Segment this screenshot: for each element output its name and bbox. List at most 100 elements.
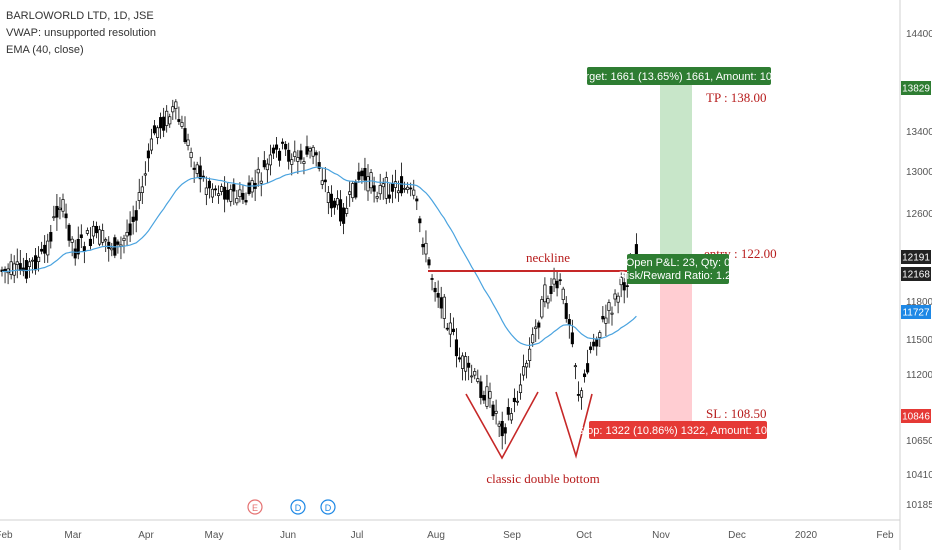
candle-body xyxy=(567,318,571,326)
x-tick-label: Aug xyxy=(427,530,445,541)
candle-body xyxy=(189,152,193,159)
candle-body xyxy=(174,101,178,109)
candle-body xyxy=(406,186,410,190)
candle-body xyxy=(314,152,318,156)
candle-body xyxy=(476,378,480,382)
candle-body xyxy=(146,150,150,159)
pnl-line1: Open P&L: 23, Qty: 0 xyxy=(626,257,731,269)
pnl-box[interactable] xyxy=(627,254,729,284)
candle-body xyxy=(82,246,86,252)
candle-body xyxy=(116,241,120,245)
price-tag xyxy=(901,81,931,95)
candle-body xyxy=(497,423,501,427)
pattern-label: classic double bottom xyxy=(486,471,599,486)
candle-body xyxy=(543,284,547,303)
candle-body xyxy=(576,394,581,396)
candle-body xyxy=(485,386,489,407)
candle-body xyxy=(143,173,147,176)
candle-body xyxy=(149,138,154,151)
candle-body xyxy=(274,144,279,150)
candle-body xyxy=(79,234,83,239)
candle-body xyxy=(247,182,251,194)
candle-body xyxy=(604,317,608,324)
candle-body xyxy=(271,147,276,154)
event-marker-label: E xyxy=(252,503,258,513)
event-marker[interactable] xyxy=(290,499,306,515)
candle-body xyxy=(43,244,47,254)
candle-body xyxy=(320,180,324,185)
symbol-title: BARLOWORLD LTD, 1D, JSE xyxy=(6,10,154,22)
candle-body xyxy=(229,189,233,202)
candle-body xyxy=(58,207,62,210)
candle-body xyxy=(586,363,590,373)
x-tick-label: Apr xyxy=(138,530,154,541)
candle-body xyxy=(281,141,285,144)
candle-body xyxy=(387,194,391,199)
candle-body xyxy=(290,159,294,165)
candle-body xyxy=(479,381,483,398)
candle-body xyxy=(104,239,108,242)
candle-body xyxy=(415,198,419,202)
candle-body xyxy=(323,179,327,183)
candle-body xyxy=(360,170,364,177)
candle-body xyxy=(491,404,495,417)
candle-body xyxy=(488,391,492,399)
candle-body xyxy=(238,189,242,197)
candle-body xyxy=(265,163,269,171)
candle-body xyxy=(91,225,96,237)
candle-body xyxy=(220,186,224,192)
candle-body xyxy=(525,362,529,368)
event-marker[interactable] xyxy=(247,499,263,515)
price-tag xyxy=(901,305,931,319)
candle-body xyxy=(67,224,71,241)
candle-body xyxy=(61,199,65,212)
stop-box[interactable] xyxy=(589,421,767,439)
candle-body xyxy=(613,293,617,300)
candle-body xyxy=(390,183,394,192)
chart-legend: BARLOWORLD LTD, 1D, JSE VWAP: unsupporte… xyxy=(6,8,156,59)
candle-body xyxy=(509,413,513,421)
candle-body xyxy=(259,180,263,184)
event-marker[interactable] xyxy=(320,499,336,515)
candle-body xyxy=(418,218,422,224)
candle-body xyxy=(241,192,245,200)
candle-body xyxy=(345,207,349,214)
x-tick-label: Mar xyxy=(64,530,82,541)
candle-body xyxy=(131,216,135,222)
candle-body xyxy=(317,162,321,169)
candle-body xyxy=(293,151,297,157)
candle-body xyxy=(85,230,89,234)
candle-body xyxy=(33,255,38,271)
candle-body xyxy=(183,128,187,143)
candle-body xyxy=(299,150,303,160)
x-tick-label: Feb xyxy=(876,530,894,541)
candle-body xyxy=(12,263,16,276)
candle-body xyxy=(396,190,401,194)
candle-body xyxy=(439,297,443,309)
price-tag-label: 11727 xyxy=(902,308,930,319)
target-box[interactable] xyxy=(587,67,771,85)
candle-body xyxy=(296,157,300,162)
candle-body xyxy=(381,183,385,188)
candle-body xyxy=(369,172,373,189)
price-tag-label: 12191 xyxy=(902,253,930,264)
candle-body xyxy=(442,296,446,319)
candle-body xyxy=(506,407,510,415)
candle-body xyxy=(125,231,129,237)
candle-body xyxy=(52,216,56,219)
candle-body xyxy=(137,192,141,201)
candle-body xyxy=(451,328,455,333)
candle-body xyxy=(622,282,626,291)
price-tag-label: 12168 xyxy=(902,270,930,281)
candle-body xyxy=(384,177,388,199)
candle-body xyxy=(162,116,166,131)
candle-body xyxy=(403,187,407,190)
candle-body xyxy=(30,259,35,262)
candle-body xyxy=(21,267,25,272)
candle-body xyxy=(573,365,577,368)
candle-body xyxy=(461,355,465,369)
price-tag xyxy=(901,267,931,281)
candle-body xyxy=(73,248,77,259)
